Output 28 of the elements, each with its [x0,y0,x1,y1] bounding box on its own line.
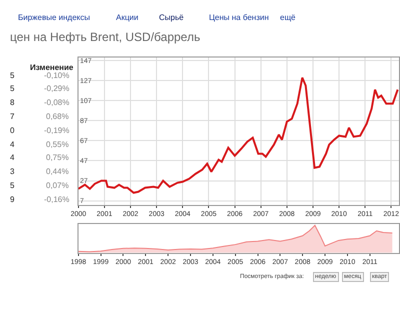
chart-title: цен на Нефть Brent, USD/баррель [10,30,200,44]
text: 5 [10,181,15,190]
text: 0,07% [46,181,69,190]
text: 5 [10,84,15,93]
line-series [78,76,399,194]
text: -0,29% [44,84,70,93]
text: Сырьё [159,13,184,22]
text: 8 [10,98,15,107]
text: Изменение [30,63,74,72]
text: 3 [10,167,15,176]
text: ещё [280,13,296,22]
text: 0,44% [46,167,69,176]
text: 5 [10,71,15,80]
text: -0,16% [44,195,70,204]
text: -0,08% [44,98,70,107]
text: 4 [10,153,15,162]
text: 0,75% [46,153,69,162]
text: 0,55% [46,140,69,149]
text: -0,10% [44,71,70,80]
text: 0 [10,126,15,135]
text: 9 [10,195,15,204]
text: Биржевые индексы [18,13,90,22]
text: 0,68% [46,112,69,121]
text: 7 [10,112,15,121]
text: Цены на бензин [209,13,269,22]
text: Акции [116,13,138,22]
text: 4 [10,140,15,149]
text: -0,19% [44,126,70,135]
